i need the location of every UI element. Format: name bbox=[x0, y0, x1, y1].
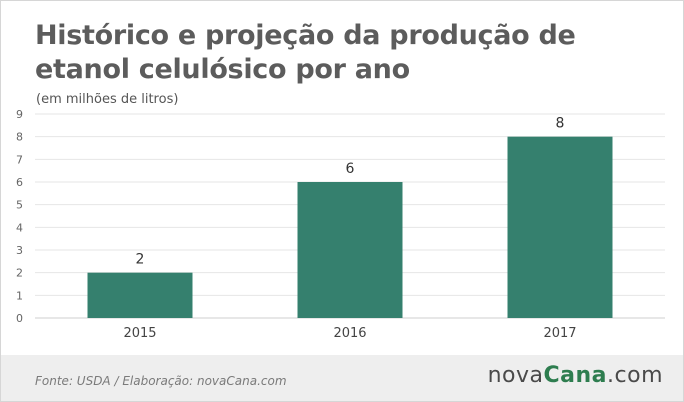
y-tick-label: 8 bbox=[16, 131, 23, 144]
source-note: Fonte: USDA / Elaboração: novaCana.com bbox=[35, 374, 287, 388]
y-tick-label: 2 bbox=[16, 267, 23, 280]
x-tick-label: 2015 bbox=[123, 326, 156, 341]
bar bbox=[87, 272, 193, 318]
data-label: 6 bbox=[346, 161, 355, 177]
y-tick-label: 5 bbox=[16, 199, 23, 212]
chart-title: Histórico e projeção da produção de etan… bbox=[35, 20, 576, 85]
y-tick-label: 3 bbox=[16, 244, 23, 257]
logo-text-cana: Cana bbox=[543, 363, 608, 388]
bar bbox=[297, 182, 403, 318]
novacana-logo: novaCana.com bbox=[488, 363, 663, 388]
y-tick-label: 1 bbox=[16, 289, 23, 302]
bar-chart: 0 1 2 3 4 5 6 7 8 9 2 2015 6 2016 8 2017 bbox=[16, 108, 665, 341]
footer: Fonte: USDA / Elaboração: novaCana.com n… bbox=[1, 355, 683, 401]
y-tick-label: 4 bbox=[16, 221, 23, 234]
x-tick-label: 2017 bbox=[543, 326, 576, 341]
chart-subtitle: (em milhões de litros) bbox=[36, 92, 179, 107]
data-label: 2 bbox=[136, 252, 145, 268]
x-tick-label: 2016 bbox=[333, 326, 366, 341]
y-tick-label: 6 bbox=[16, 176, 23, 189]
data-label: 8 bbox=[556, 116, 565, 132]
bar bbox=[507, 136, 613, 318]
logo-text-nova: nova bbox=[487, 363, 544, 388]
y-tick-label: 0 bbox=[16, 312, 23, 325]
logo-text-com: .com bbox=[607, 363, 663, 388]
y-tick-label: 7 bbox=[16, 153, 23, 166]
y-tick-label: 9 bbox=[16, 108, 23, 121]
